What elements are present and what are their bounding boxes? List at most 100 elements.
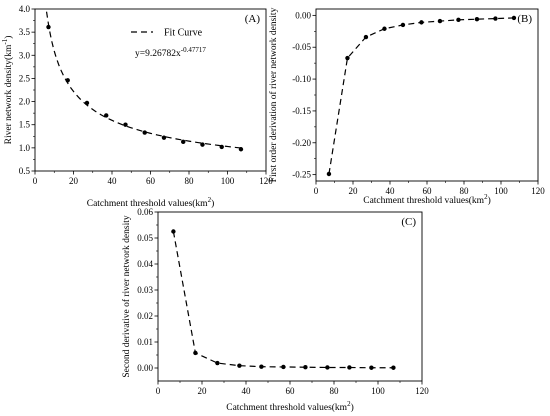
x-axis-label: Catchment threshold values(km2) (226, 400, 354, 413)
y-tick-label: 0.03 (137, 285, 153, 295)
x-axis-label-superscript: 2 (347, 400, 351, 408)
y-tick-label: -0.25 (292, 170, 311, 180)
series-line (172, 231, 394, 369)
data-point (84, 100, 90, 106)
y-tick-label: 0.04 (137, 259, 153, 269)
y-axis-label: First order derivation of river network … (268, 7, 279, 182)
y-tick-label: 1.0 (19, 143, 31, 153)
data-point (123, 122, 128, 127)
data-point (326, 171, 332, 177)
x-tick-label: 60 (286, 386, 296, 396)
x-tick-label: 40 (108, 176, 118, 186)
y-axis-label: River network density(km-1) (1, 36, 14, 145)
data-point (369, 365, 374, 370)
x-axis-label-suffix: ) (211, 198, 214, 209)
x-axis-label-superscript: 2 (484, 193, 488, 201)
x-tick-label: 80 (460, 186, 470, 196)
y-tick-label: 0.00 (137, 363, 153, 373)
y-axis-label-text: Second derivative of river network densi… (121, 215, 132, 377)
data-point (345, 55, 350, 61)
x-axis-label-text: Catchment threshold values(km (87, 198, 208, 209)
y-tick-label: 2.5 (19, 73, 31, 83)
x-axis-label-text: Catchment threshold values(km (226, 402, 347, 413)
y-tick-label: 0.00 (295, 10, 311, 20)
y-tick-label: 0.05 (137, 233, 153, 243)
y-tick-label: 0.02 (137, 311, 153, 321)
y-tick-label: 4.0 (19, 4, 31, 14)
data-point (303, 365, 308, 370)
data-point (456, 17, 461, 23)
x-tick-label: 60 (146, 176, 156, 186)
fit-equation: y=9.26782x-0.47717 (135, 46, 206, 59)
data-point (511, 15, 517, 21)
x-tick-label: 40 (242, 386, 252, 396)
data-point (65, 78, 70, 83)
x-tick-label: 120 (531, 186, 545, 196)
data-point (238, 147, 244, 152)
y-tick-label: -0.05 (292, 42, 311, 52)
x-tick-label: 20 (349, 186, 359, 196)
y-tick-label: 0.06 (137, 207, 153, 217)
y-tick-label: 2.0 (19, 97, 31, 107)
y-axis-label-superscript: -1 (1, 38, 9, 44)
y-tick-label: -0.20 (292, 138, 311, 148)
data-point (493, 16, 498, 21)
x-tick-label: 0 (33, 176, 38, 186)
data-point (219, 144, 224, 150)
data-point (391, 365, 396, 370)
legend-label: Fit Curve (164, 28, 203, 39)
fit-curve (45, 11, 243, 149)
x-tick-label: 20 (69, 176, 79, 186)
y-tick-label: 0.5 (19, 166, 31, 176)
data-point (193, 350, 198, 356)
y-tick-label: 3.0 (19, 50, 31, 60)
data-point (474, 16, 480, 22)
data-point (259, 364, 264, 369)
x-tick-label: 0 (156, 386, 161, 396)
x-tick-label: 120 (415, 386, 429, 396)
chart-panel-c: 0 20 40 60 80 100 120 0.00 0.01 0.02 0.03 0.04 0.05 0… (121, 207, 429, 413)
fit-equation-text: y=9.26782x (135, 49, 181, 59)
y-tick-label: 0.01 (137, 337, 153, 347)
chart-panel-b: 0 20 40 60 80 100 120 -0.25 -0.20 -0.15 -0.10 -0.05… (268, 7, 545, 206)
y-tick-label: -0.10 (292, 74, 311, 84)
x-tick-label: 80 (185, 176, 195, 186)
data-point (104, 113, 109, 118)
x-axis-label-text: Catchment threshold values(km (363, 195, 484, 206)
panel-label: (B) (517, 13, 532, 25)
x-axis-label-suffix: ) (351, 402, 354, 413)
x-axis-label-suffix: ) (488, 195, 491, 206)
data-point (200, 142, 205, 147)
x-tick-label: 60 (423, 186, 433, 196)
y-axis-label-text: First order derivation of river network … (268, 7, 279, 182)
data-point (46, 24, 51, 30)
data-point (400, 22, 406, 28)
plot-frame (315, 8, 539, 182)
data-point (325, 365, 330, 370)
x-tick-label: 120 (259, 176, 273, 186)
data-point (215, 360, 220, 366)
x-axis-label-superscript: 2 (208, 196, 212, 204)
x-tick-label: 0 (314, 186, 319, 196)
data-point (382, 26, 387, 31)
data-point (281, 364, 286, 370)
x-tick-label: 100 (494, 186, 508, 196)
data-point (161, 135, 167, 140)
series-line (328, 17, 514, 175)
y-tick-label: -0.15 (292, 106, 311, 116)
panel-label: (A) (245, 13, 261, 25)
data-point (363, 34, 369, 40)
fit-equation-superscript: -0.47717 (181, 46, 207, 54)
y-tick-label: 1.5 (19, 120, 31, 130)
x-tick-label: 80 (330, 386, 340, 396)
data-point (171, 229, 176, 234)
x-axis-label: Catchment threshold values(km2) (363, 193, 491, 206)
plot-frame (34, 8, 267, 172)
x-axis-label: Catchment threshold values(km2) (87, 196, 215, 209)
y-axis-label-text: River network density(km (3, 44, 14, 144)
y-axis-label-suffix: ) (3, 36, 14, 39)
x-tick-label: 100 (371, 386, 385, 396)
data-point (142, 130, 147, 135)
x-tick-label: 20 (198, 386, 208, 396)
data-point (181, 139, 186, 145)
